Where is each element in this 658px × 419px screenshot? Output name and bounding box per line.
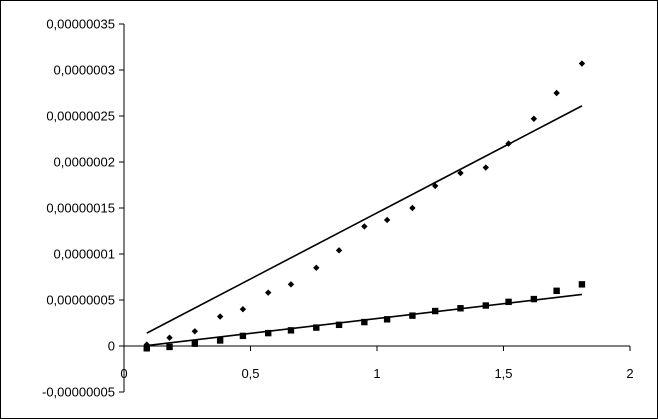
diamond-point xyxy=(335,247,343,254)
square-point xyxy=(335,321,343,329)
diamond-point xyxy=(287,281,295,288)
data-points xyxy=(143,60,586,352)
square-point xyxy=(383,316,391,323)
square-point xyxy=(409,312,416,319)
y-tick-label: 0,00000015 xyxy=(46,201,115,216)
diamond-point xyxy=(216,313,224,320)
diamond-point xyxy=(409,204,416,212)
square-point xyxy=(143,345,150,352)
x-tick-label: 0 xyxy=(120,366,127,381)
diamond-point xyxy=(191,328,199,335)
square-point xyxy=(166,343,173,351)
diamond-point xyxy=(265,289,272,296)
square-point xyxy=(530,295,538,303)
square-point xyxy=(313,324,320,331)
square-point xyxy=(482,302,489,309)
y-tick-label: 0,0000003 xyxy=(54,63,115,78)
diamond-point xyxy=(383,216,391,224)
diamond-point xyxy=(313,264,320,271)
square-point xyxy=(239,332,247,340)
y-tick-label: 0,0000001 xyxy=(54,247,115,262)
x-tick-label: 0,5 xyxy=(241,366,259,381)
square-point xyxy=(361,318,368,326)
square-point xyxy=(553,287,560,294)
y-tick-label: -0,00000005 xyxy=(42,385,115,400)
square-point xyxy=(457,305,464,312)
y-tick-label: 0 xyxy=(108,339,115,354)
diamond-point xyxy=(553,89,560,97)
diamond-point xyxy=(431,182,439,190)
axes xyxy=(119,23,631,393)
diamond-point xyxy=(457,169,464,177)
diamond-point xyxy=(239,306,247,313)
diamond-point xyxy=(578,60,586,67)
diamond-point xyxy=(505,140,512,147)
diamond-point xyxy=(530,115,538,122)
square-point xyxy=(191,340,199,347)
y-tick-label: 0,00000005 xyxy=(46,293,115,308)
square-point xyxy=(287,327,295,334)
y-tick-label: 0,0000002 xyxy=(54,155,115,170)
y-tick-labels: -0,00000005 0 0,00000005 0,0000001 0,0000001… xyxy=(42,17,115,400)
square-point xyxy=(431,307,439,315)
y-tick-label: 0,00000025 xyxy=(46,109,115,124)
diamond-point xyxy=(482,164,489,171)
diamond-point xyxy=(166,334,173,341)
x-tick-label: 1 xyxy=(373,366,380,381)
x-tick-label: 2 xyxy=(626,366,633,381)
square-point xyxy=(265,329,272,337)
y-tick-label: 0,00000035 xyxy=(46,17,115,32)
x-tick-label: 1,5 xyxy=(494,366,512,381)
square-point xyxy=(505,298,512,306)
diamond-point xyxy=(361,223,368,230)
square-point xyxy=(216,337,224,344)
x-tick-labels: 0 0,5 1 1,5 2 xyxy=(120,366,633,381)
square-point xyxy=(578,281,586,288)
trendline-series-1 xyxy=(146,105,583,334)
